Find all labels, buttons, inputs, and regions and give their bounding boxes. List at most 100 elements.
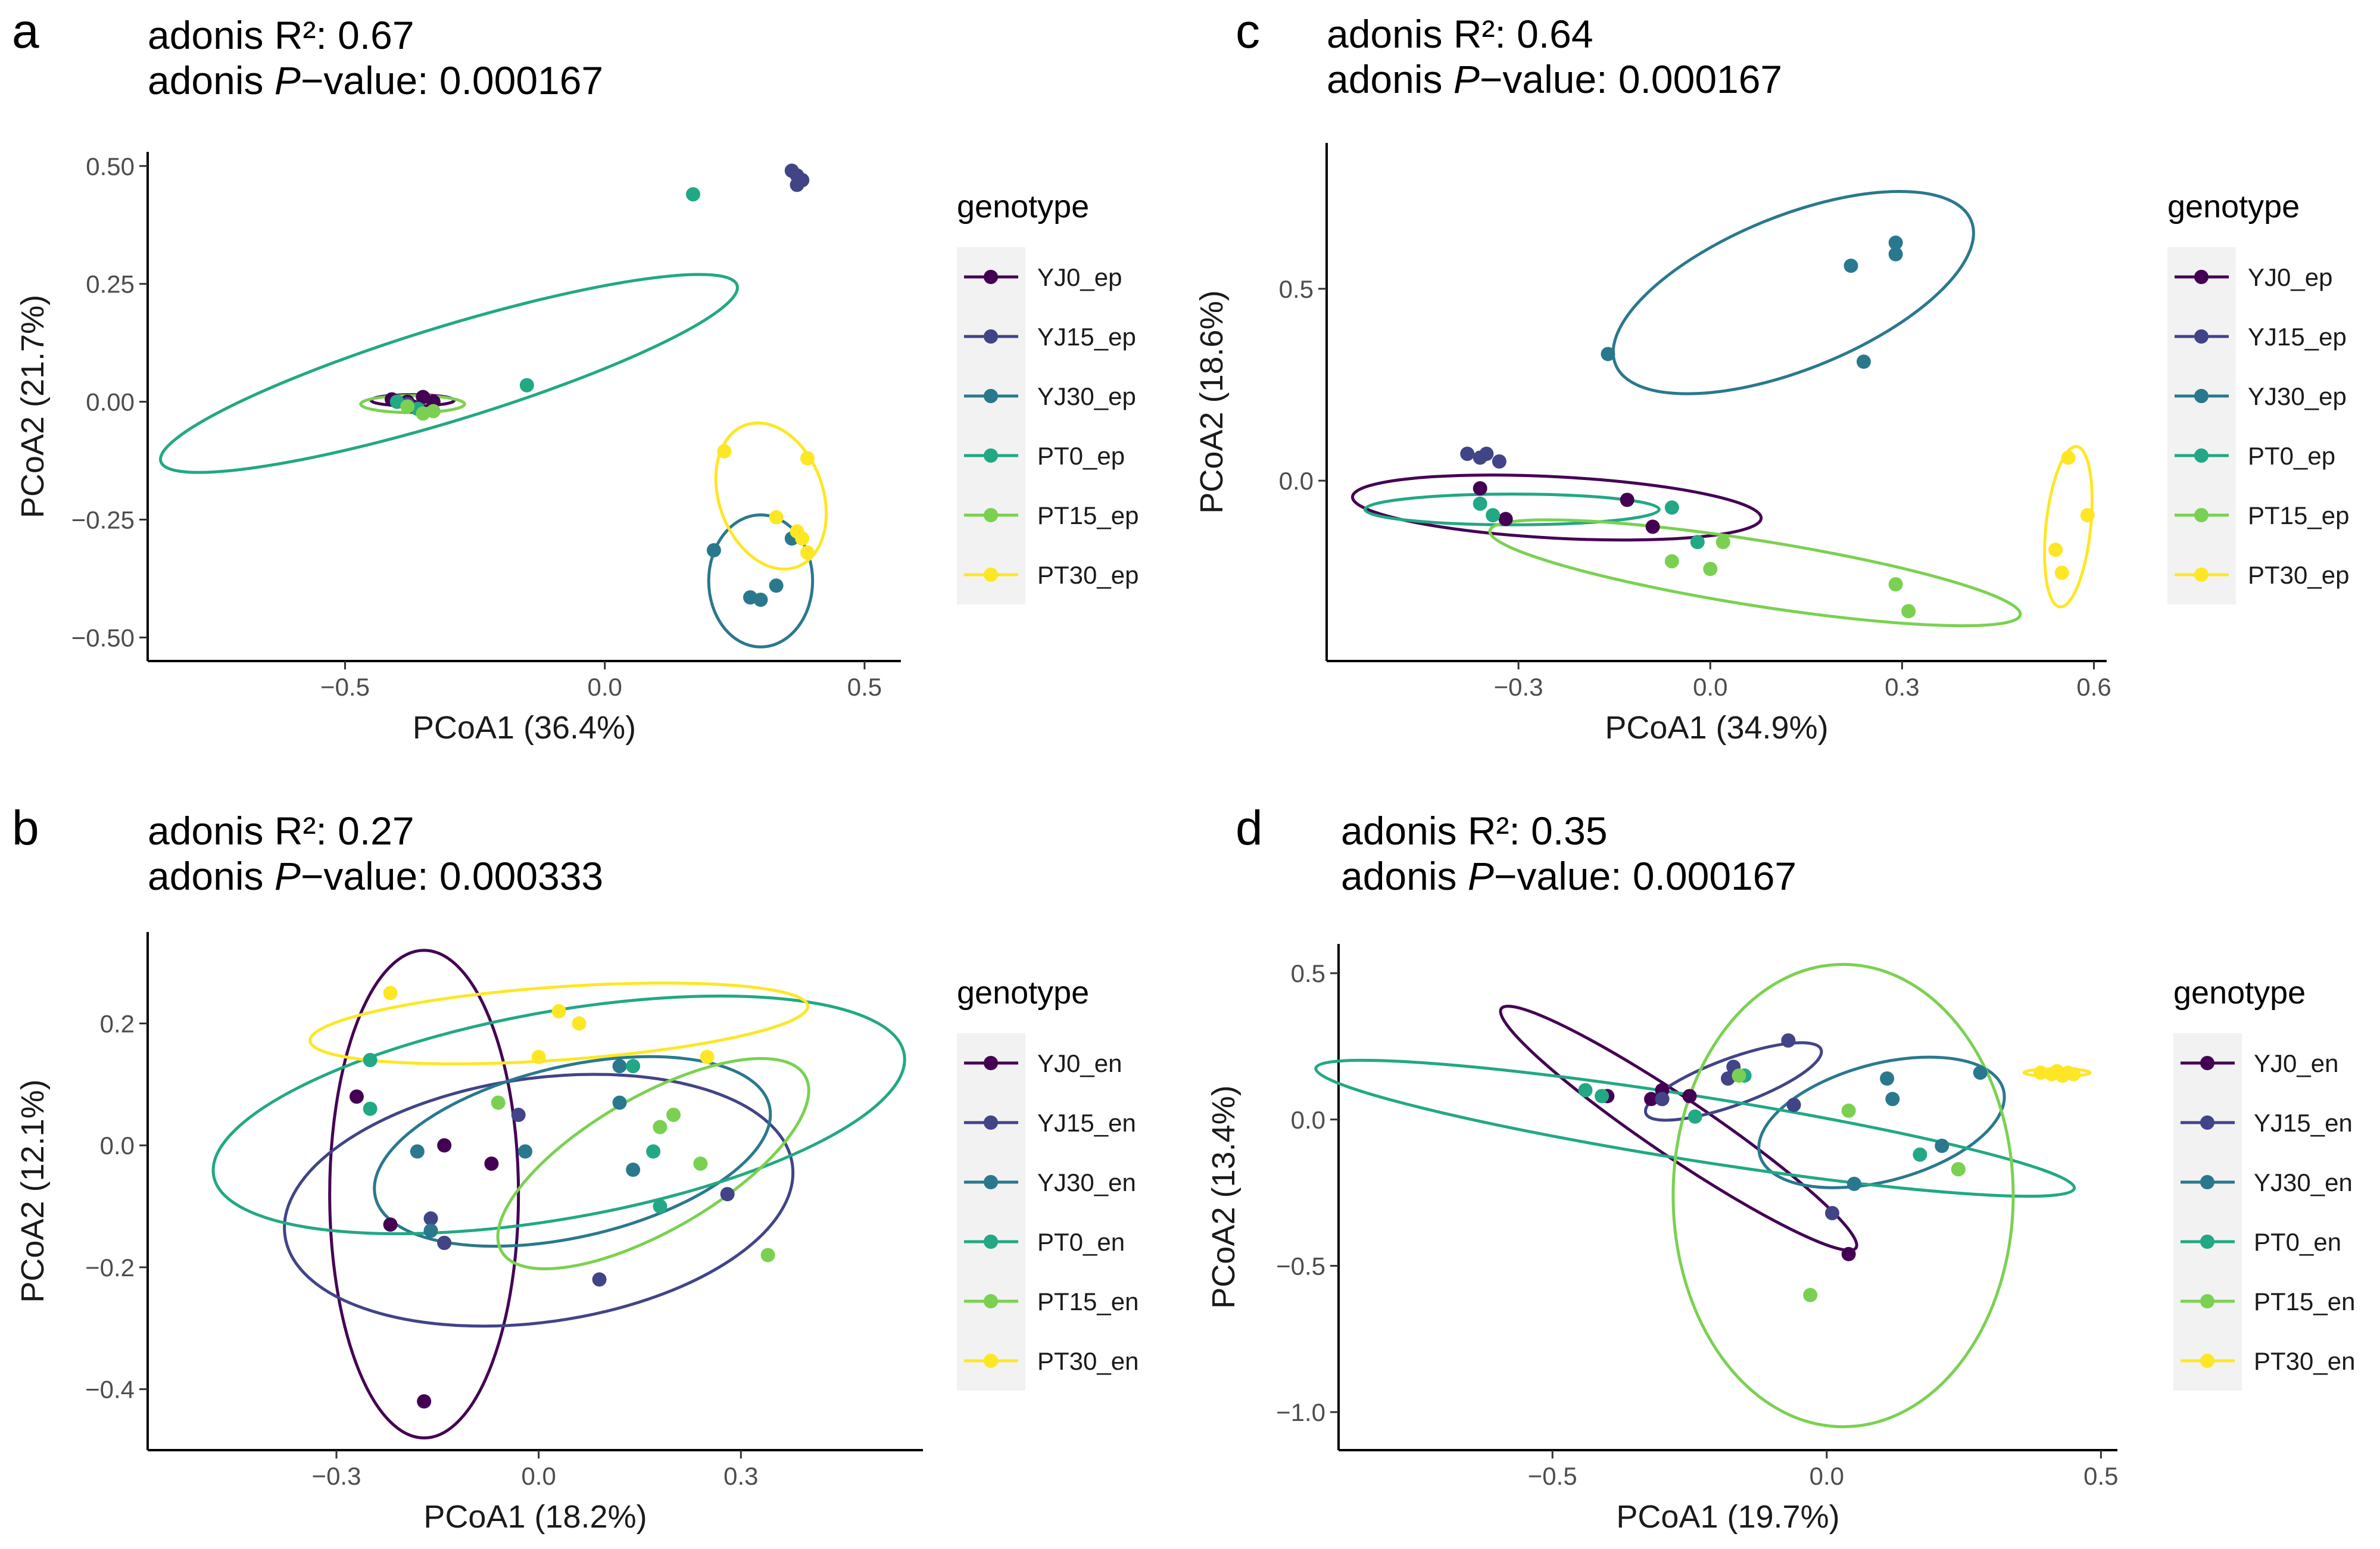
point-YJ30_en bbox=[1973, 1065, 1988, 1080]
point-YJ15_en bbox=[437, 1236, 452, 1250]
ellipse-PT15_en bbox=[1671, 962, 2015, 1429]
point-PT15_ep bbox=[1888, 577, 1903, 592]
title-suffix: −value: bbox=[301, 854, 439, 898]
point-PT30_ep bbox=[800, 451, 815, 466]
point-PT30_ep bbox=[2080, 508, 2095, 523]
x-axis-title: PCoA1 (34.9%) bbox=[1605, 710, 1828, 746]
ellipse-YJ30_ep bbox=[1611, 190, 1975, 395]
legend-item-PT0_ep: PT0_ep bbox=[2175, 442, 2335, 470]
point-YJ0_en bbox=[1682, 1089, 1697, 1104]
legend-swatch-point bbox=[2194, 389, 2209, 403]
point-PT30_ep bbox=[2048, 543, 2063, 557]
legend-item-YJ0_ep: YJ0_ep bbox=[2175, 263, 2332, 291]
point-PT30_ep bbox=[795, 531, 810, 546]
point-YJ30_ep bbox=[1844, 258, 1858, 273]
legend-swatch-point bbox=[984, 389, 998, 403]
legend-swatch-point bbox=[2200, 1235, 2214, 1249]
legend-label: PT15_en bbox=[1037, 1288, 1138, 1316]
point-PT0_en bbox=[1595, 1089, 1609, 1104]
title-value: 0.000167 bbox=[439, 58, 603, 102]
legend: genotype YJ0_ep YJ15_ep YJ30_ep PT0_ep PT15_e… bbox=[957, 189, 1138, 604]
point-YJ15_ep bbox=[1460, 447, 1475, 461]
point-PT15_ep bbox=[1703, 562, 1718, 576]
legend-item-YJ15_ep: YJ15_ep bbox=[964, 323, 1136, 351]
point-PT15_ep bbox=[1715, 535, 1730, 550]
legend-label: YJ15_en bbox=[2254, 1109, 2353, 1137]
y-tick-label: 0.0 bbox=[100, 1132, 135, 1160]
y-axis-title: PCoA2 (13.4%) bbox=[1206, 1085, 1242, 1308]
legend-title: genotype bbox=[2173, 975, 2306, 1011]
x-axis-title: PCoA1 (19.7%) bbox=[1616, 1499, 1839, 1535]
title-line-1: adonis R²: 0.27 bbox=[148, 809, 414, 853]
y-tick-label: 0.2 bbox=[100, 1010, 135, 1038]
y-tick-label: −0.4 bbox=[85, 1376, 135, 1404]
ellipse-PT0_en bbox=[1314, 1058, 2076, 1198]
point-YJ30_en bbox=[626, 1162, 641, 1177]
ellipse-YJ0_ep bbox=[1350, 473, 1763, 542]
point-YJ15_ep bbox=[790, 177, 804, 192]
point-PT0_ep bbox=[1664, 500, 1679, 515]
legend-label: PT30_ep bbox=[1037, 561, 1138, 589]
point-PT15_en bbox=[666, 1108, 681, 1123]
title-line-2: adonis P−value: 0.000167 bbox=[148, 58, 603, 102]
legend-label: PT30_ep bbox=[2248, 561, 2349, 589]
title-suffix: −value: bbox=[1494, 854, 1633, 898]
legend-swatch-point bbox=[984, 448, 998, 463]
legend-swatch-point bbox=[984, 329, 998, 344]
panel-letter: a bbox=[12, 4, 39, 58]
legend-label: YJ0_ep bbox=[2248, 263, 2332, 291]
point-YJ15_en bbox=[592, 1272, 607, 1287]
point-PT0_en bbox=[626, 1059, 641, 1074]
legend-swatch-point bbox=[2194, 508, 2209, 522]
title-prefix: adonis bbox=[1341, 854, 1468, 898]
point-PT0_ep bbox=[1690, 535, 1705, 550]
point-YJ0_ep bbox=[1498, 512, 1513, 526]
legend-swatch-point bbox=[984, 1115, 998, 1130]
point-PT15_ep bbox=[426, 404, 441, 419]
point-YJ15_ep bbox=[1479, 447, 1494, 461]
legend-key-background bbox=[957, 247, 1025, 604]
point-YJ15_en bbox=[720, 1187, 735, 1202]
legend-swatch-point bbox=[984, 568, 998, 582]
legend-key-background bbox=[2167, 247, 2236, 604]
point-PT15_ep bbox=[400, 399, 415, 414]
point-PT0_en bbox=[653, 1199, 667, 1214]
ellipse-PT30_en bbox=[308, 981, 810, 1065]
point-PT15_en bbox=[653, 1120, 667, 1135]
point-PT0_en bbox=[1913, 1147, 1927, 1162]
point-PT0_en bbox=[646, 1144, 661, 1159]
y-tick-label: 0.5 bbox=[1279, 275, 1314, 303]
title-suffix: −value: bbox=[1480, 57, 1618, 101]
point-PT30_en bbox=[551, 1004, 566, 1019]
title-value: 0.35 bbox=[1531, 809, 1607, 853]
x-tick-label: 0.3 bbox=[723, 1462, 758, 1490]
point-YJ0_ep bbox=[1620, 493, 1635, 507]
point-YJ15_en bbox=[1721, 1071, 1735, 1086]
ellipse-PT0_ep bbox=[159, 273, 739, 474]
legend-item-PT30_ep: PT30_ep bbox=[2175, 561, 2349, 589]
title-value: 0.27 bbox=[338, 809, 414, 853]
title-italic: P bbox=[275, 854, 301, 898]
title-prefix: adonis bbox=[148, 58, 275, 102]
legend-label: PT30_en bbox=[2254, 1347, 2355, 1375]
legend: genotype YJ0_ep YJ15_ep YJ30_ep PT0_ep PT15_e… bbox=[2167, 189, 2349, 604]
point-YJ30_ep bbox=[1601, 347, 1615, 361]
legend-swatch-point bbox=[2200, 1056, 2214, 1070]
x-axis-title: PCoA1 (36.4%) bbox=[413, 710, 636, 746]
x-tick-label: −0.5 bbox=[1528, 1462, 1577, 1490]
y-tick-label: 0.5 bbox=[1291, 959, 1325, 987]
legend-swatch-point bbox=[2194, 568, 2209, 582]
point-YJ15_en bbox=[1786, 1098, 1801, 1112]
ellipse-PT0_en bbox=[211, 995, 906, 1236]
legend-label: PT0_ep bbox=[2248, 442, 2335, 470]
point-PT15_ep bbox=[1901, 604, 1916, 619]
title-prefix: adonis R²: bbox=[148, 809, 338, 853]
legend-item-YJ30_en: YJ30_en bbox=[2181, 1168, 2353, 1196]
point-YJ15_en bbox=[1825, 1206, 1840, 1221]
point-YJ30_en bbox=[518, 1144, 533, 1159]
legend-swatch-point bbox=[2194, 448, 2209, 463]
point-PT30_en bbox=[2033, 1065, 2048, 1080]
